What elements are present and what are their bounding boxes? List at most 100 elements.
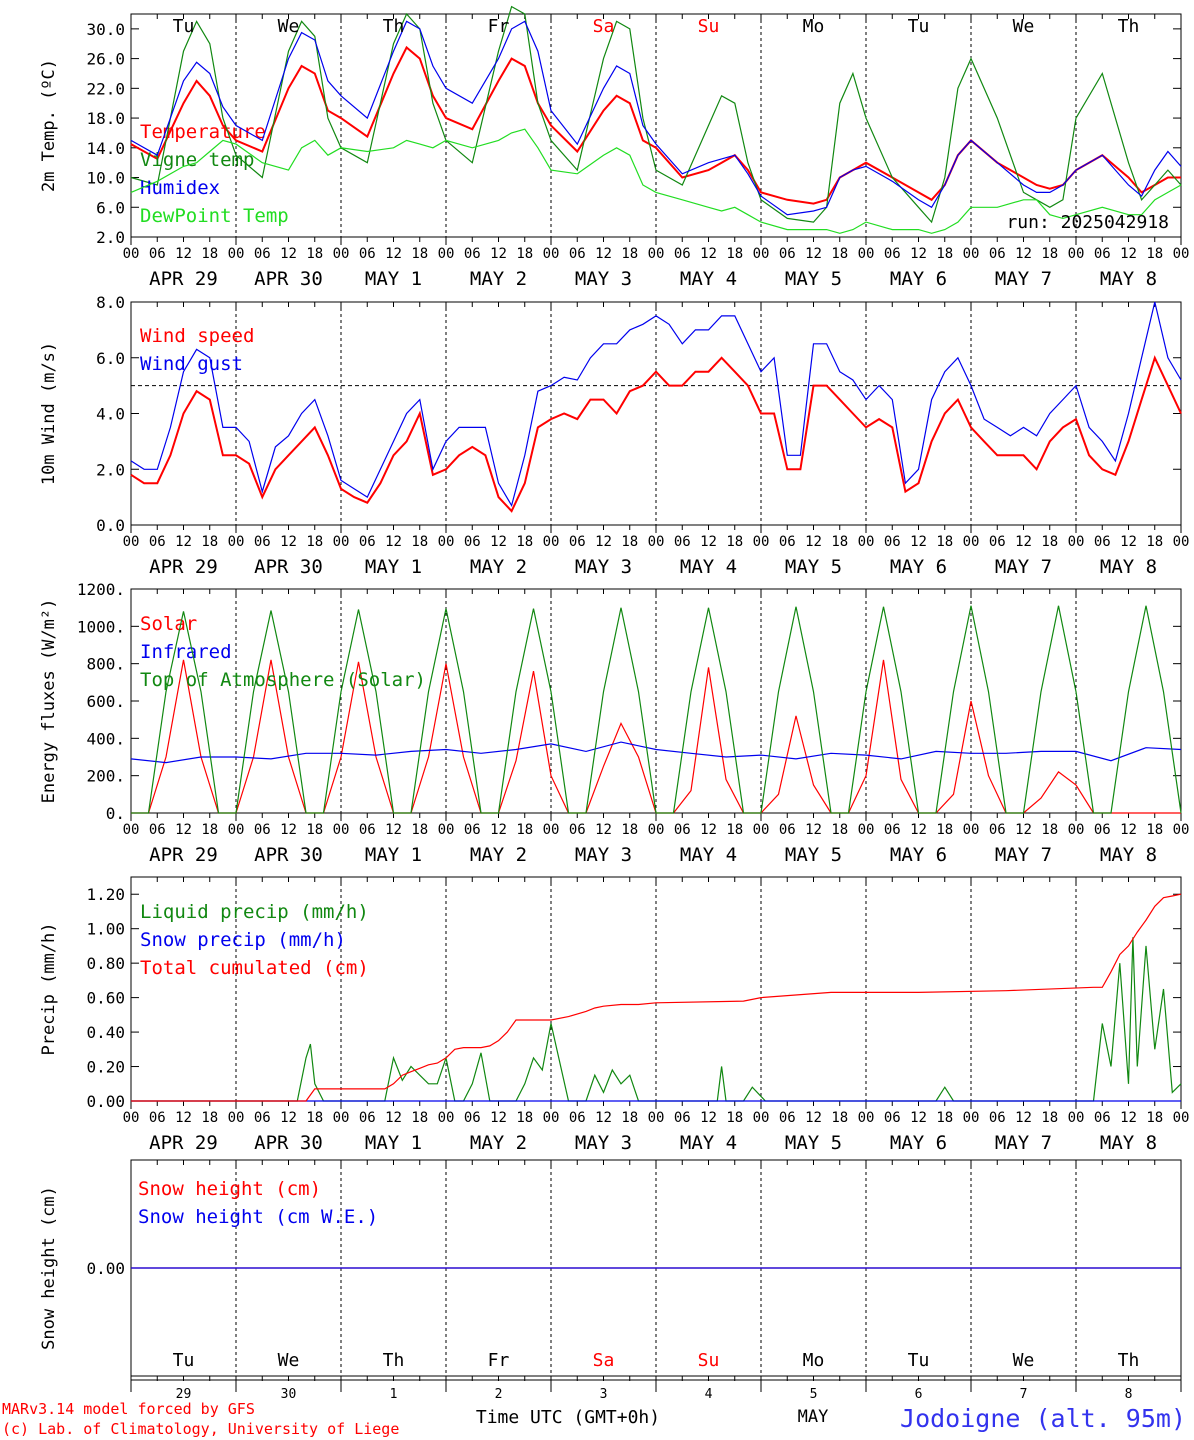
day-number-label: 1 (390, 1387, 398, 1402)
hour-tick-label: 06 (674, 246, 691, 262)
hour-tick-label: 00 (753, 534, 770, 550)
weekday-label: We (1013, 16, 1035, 37)
hour-tick-label: 06 (989, 1110, 1006, 1126)
hour-tick-label: 00 (543, 822, 560, 838)
weekday-label: Tu (173, 1350, 195, 1371)
hour-tick-label: 06 (674, 1110, 691, 1126)
day-label: APR 29 (149, 844, 218, 866)
hour-tick-label: 00 (543, 246, 560, 262)
legend-entry: Top of Atmosphere (Solar) (140, 669, 426, 691)
hour-tick-label: 12 (490, 534, 507, 550)
hour-tick-label: 18 (831, 534, 848, 550)
hour-tick-label: 18 (1146, 822, 1163, 838)
y-tick-label: 0.40 (86, 1023, 125, 1042)
hour-tick-label: 12 (175, 1110, 192, 1126)
day-number-label: 29 (176, 1387, 192, 1402)
hour-tick-label: 06 (1094, 534, 1111, 550)
legend-entry: Solar (140, 613, 197, 635)
legend-entry: Humidex (140, 177, 220, 199)
day-number-label: 8 (1125, 1387, 1133, 1402)
day-label: MAY 5 (785, 556, 842, 578)
hour-tick-label: 18 (1146, 246, 1163, 262)
hour-tick-label: 06 (569, 822, 586, 838)
hour-tick-label: 12 (910, 246, 927, 262)
hour-tick-label: 12 (280, 822, 297, 838)
hour-tick-label: 06 (884, 822, 901, 838)
hour-tick-label: 06 (779, 246, 796, 262)
hour-tick-label: 06 (464, 1110, 481, 1126)
hour-tick-label: 12 (1120, 822, 1137, 838)
weekday-label: Fr (488, 1350, 510, 1371)
hour-tick-label: 00 (963, 822, 980, 838)
hour-tick-label: 18 (726, 822, 743, 838)
day-label: MAY 7 (995, 844, 1052, 866)
hour-tick-label: 00 (228, 1110, 245, 1126)
hour-tick-label: 18 (1146, 534, 1163, 550)
series-line-total-cumulated-cm- (131, 893, 1182, 1102)
hour-tick-label: 00 (858, 246, 875, 262)
hour-tick-label: 18 (1146, 1110, 1163, 1126)
y-tick-label: 6.0 (96, 349, 125, 368)
hour-tick-label: 00 (1173, 534, 1190, 550)
hour-tick-label: 18 (831, 1110, 848, 1126)
hour-tick-label: 18 (516, 534, 533, 550)
hour-tick-label: 12 (385, 822, 402, 838)
hour-tick-label: 12 (175, 822, 192, 838)
hour-tick-label: 00 (858, 1110, 875, 1126)
series-line-infrared (130, 741, 1182, 764)
hour-tick-label: 12 (700, 246, 717, 262)
hour-tick-label: 18 (936, 534, 953, 550)
day-label: APR 30 (254, 1132, 323, 1154)
y-tick-label: 0.60 (86, 989, 125, 1008)
hour-tick-label: 06 (149, 1110, 166, 1126)
y-tick-label: 0.20 (86, 1058, 125, 1077)
weekday-label: Th (383, 1350, 405, 1371)
hour-tick-label: 06 (464, 246, 481, 262)
hour-tick-label: 00 (1173, 1110, 1190, 1126)
hour-tick-label: 12 (385, 246, 402, 262)
day-number-label: 30 (281, 1387, 297, 1402)
series-line-top-of-atmosphere-solar- (131, 605, 1182, 814)
hour-tick-label: 18 (306, 822, 323, 838)
hour-tick-label: 12 (700, 1110, 717, 1126)
hour-tick-label: 06 (779, 1110, 796, 1126)
weekday-label: Th (383, 16, 405, 37)
hour-tick-label: 00 (123, 1110, 140, 1126)
y-tick-label: 200. (86, 767, 125, 786)
hour-tick-label: 12 (490, 1110, 507, 1126)
day-label: MAY 4 (680, 1132, 737, 1154)
hour-tick-label: 18 (411, 534, 428, 550)
hour-tick-label: 00 (123, 534, 140, 550)
day-label: MAY 5 (785, 844, 842, 866)
hour-tick-label: 06 (1094, 246, 1111, 262)
hour-tick-label: 12 (910, 534, 927, 550)
hour-tick-label: 18 (201, 246, 218, 262)
day-label: APR 29 (149, 1132, 218, 1154)
hour-tick-label: 12 (595, 822, 612, 838)
day-label: MAY 2 (470, 844, 527, 866)
day-label: MAY 2 (470, 556, 527, 578)
series-line-dewpoint-temp (130, 128, 1182, 234)
hour-tick-label: 18 (411, 1110, 428, 1126)
hour-tick-label: 06 (989, 822, 1006, 838)
hour-tick-label: 12 (385, 1110, 402, 1126)
hour-tick-label: 18 (621, 246, 638, 262)
day-label: APR 29 (149, 268, 218, 290)
day-label: MAY 3 (575, 844, 632, 866)
hour-tick-label: 06 (989, 246, 1006, 262)
legend-entry: Infrared (140, 641, 232, 663)
hour-tick-label: 12 (595, 1110, 612, 1126)
hour-tick-label: 18 (621, 822, 638, 838)
day-label: MAY 2 (470, 1132, 527, 1154)
hour-tick-label: 00 (1173, 246, 1190, 262)
weekday-label: We (278, 16, 300, 37)
hour-tick-label: 00 (858, 822, 875, 838)
hour-tick-label: 12 (1120, 534, 1137, 550)
series-line-temperature (130, 45, 1181, 205)
hour-tick-label: 12 (805, 534, 822, 550)
hour-tick-label: 06 (359, 246, 376, 262)
plot-frame (130, 588, 1182, 814)
hour-tick-label: 12 (910, 1110, 927, 1126)
hour-tick-label: 12 (805, 246, 822, 262)
